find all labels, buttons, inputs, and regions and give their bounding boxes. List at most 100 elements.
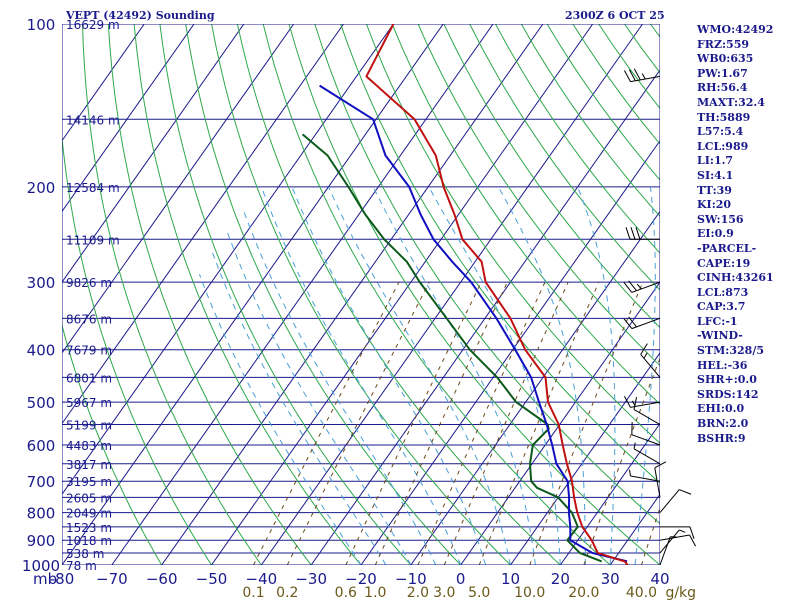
temperature-label: −20 (345, 570, 377, 588)
temperature-label: 10 (501, 570, 520, 588)
dry-adiabat (107, 24, 312, 565)
isotherm-line (260, 24, 643, 565)
wind-barb (659, 534, 697, 547)
pressure-label: 900 (27, 532, 56, 550)
barb-staff (659, 536, 671, 566)
isotherm-line (62, 24, 344, 425)
barb-half-flag (641, 73, 646, 80)
index-item: CINH:43261 (697, 271, 774, 285)
virtual-temperature-line (319, 84, 628, 563)
pressure-label: 400 (27, 342, 56, 360)
temperature-label: 0 (456, 570, 466, 588)
index-item: EHI:0.0 (697, 402, 745, 416)
dry-adiabat (185, 24, 462, 565)
index-item: CAP:3.7 (697, 300, 746, 314)
dry-adiabat (391, 24, 660, 405)
mixing-ratio-label: 0.1 (242, 585, 264, 600)
index-item: FRZ:559 (697, 37, 750, 51)
pressure-label: 800 (27, 505, 56, 523)
isotherm-line (111, 24, 494, 565)
pressure-label: 200 (27, 179, 56, 197)
pressure-label: 1000 (22, 557, 60, 575)
temperature-line (365, 24, 629, 565)
dry-adiabat (262, 24, 611, 565)
index-item: BRN:2.0 (697, 417, 749, 431)
mixing-ratio-label: 3.0 (433, 585, 455, 600)
moist-adiabat (261, 186, 462, 565)
barb-staff (631, 434, 661, 446)
wind-barb (631, 422, 661, 446)
barb-flag (630, 227, 636, 240)
wind-barb (654, 461, 667, 498)
moist-adiabat (225, 229, 412, 565)
mixing-ratio-label: 0.6 (335, 585, 357, 600)
mixing-ratio-label: 2.0 (407, 585, 429, 600)
barb-flag (623, 282, 633, 293)
profile-lines (301, 24, 629, 565)
index-item: LCL:873 (697, 285, 749, 299)
height-label: 2605 m (66, 491, 112, 505)
temperature-label: 40 (650, 570, 669, 588)
temperature-label: −10 (395, 570, 427, 588)
isotherm-line (211, 24, 594, 565)
height-label: 5199 m (66, 419, 112, 433)
moist-adiabat (577, 186, 616, 565)
barb-staff (633, 409, 661, 425)
height-label: 9826 m (66, 276, 112, 290)
moist-adiabat (242, 209, 437, 565)
index-item: L57:5.4 (697, 125, 744, 139)
height-label: 6801 m (66, 371, 112, 385)
dry-adiabat (469, 24, 660, 291)
wind-barb (659, 529, 686, 554)
pressure-label: 700 (27, 473, 56, 491)
dry-adiabat (417, 24, 660, 367)
barb-staff (659, 529, 680, 554)
barb-flag (623, 70, 631, 82)
dry-adiabat (159, 24, 412, 565)
barb-half-flag (633, 442, 636, 449)
height-label: 16629 m (66, 18, 120, 32)
isotherm-line (62, 24, 295, 354)
barb-flag (628, 69, 636, 82)
moist-adiabat (497, 186, 586, 565)
barb-flag (633, 68, 641, 81)
index-item: SHR+:0.0 (697, 373, 757, 387)
index-item: -WIND- (697, 329, 743, 343)
dry-adiabat (236, 24, 561, 565)
dry-adiabat (288, 24, 660, 565)
mixing-ratio-line (253, 281, 400, 565)
barb-staff (630, 475, 661, 482)
pressure-label: 300 (27, 274, 56, 292)
barb-half-flag (679, 529, 686, 533)
temperature-label: -80 (50, 570, 75, 588)
height-label: 7679 m (66, 344, 112, 358)
dry-adiabat (133, 24, 362, 565)
index-item: RH:56.4 (697, 81, 748, 95)
temperature-label: 30 (601, 570, 620, 588)
wind-barb (623, 68, 661, 83)
moist-adiabat (428, 186, 561, 565)
barb-flag (654, 461, 667, 469)
barb-half-flag (636, 283, 642, 290)
height-label: 4483 m (66, 439, 112, 453)
isotherm-line (62, 24, 394, 496)
moist-adiabat (372, 186, 536, 565)
temperature-label: −40 (246, 570, 278, 588)
height-label: 1523 m (66, 521, 112, 535)
mixing-ratio-line (640, 506, 660, 565)
mixing-ratio-label: 0.2 (276, 585, 298, 600)
temperature-label: 20 (551, 570, 570, 588)
index-item: WMO:42492 (697, 23, 774, 36)
wind-barb (623, 316, 661, 330)
isotherm-line (62, 24, 245, 283)
pressure-label: 100 (27, 16, 56, 34)
index-item: PW:1.67 (697, 66, 748, 80)
isotherm-line (460, 281, 660, 565)
pressure-label: 600 (27, 437, 56, 455)
dry-adiabat (443, 24, 660, 329)
height-label: 78 m (66, 559, 97, 573)
index-item: TH:5889 (697, 110, 751, 124)
barb-staff (654, 467, 661, 498)
height-label: 2049 m (66, 507, 112, 521)
mixing-ratio-line (286, 281, 430, 565)
